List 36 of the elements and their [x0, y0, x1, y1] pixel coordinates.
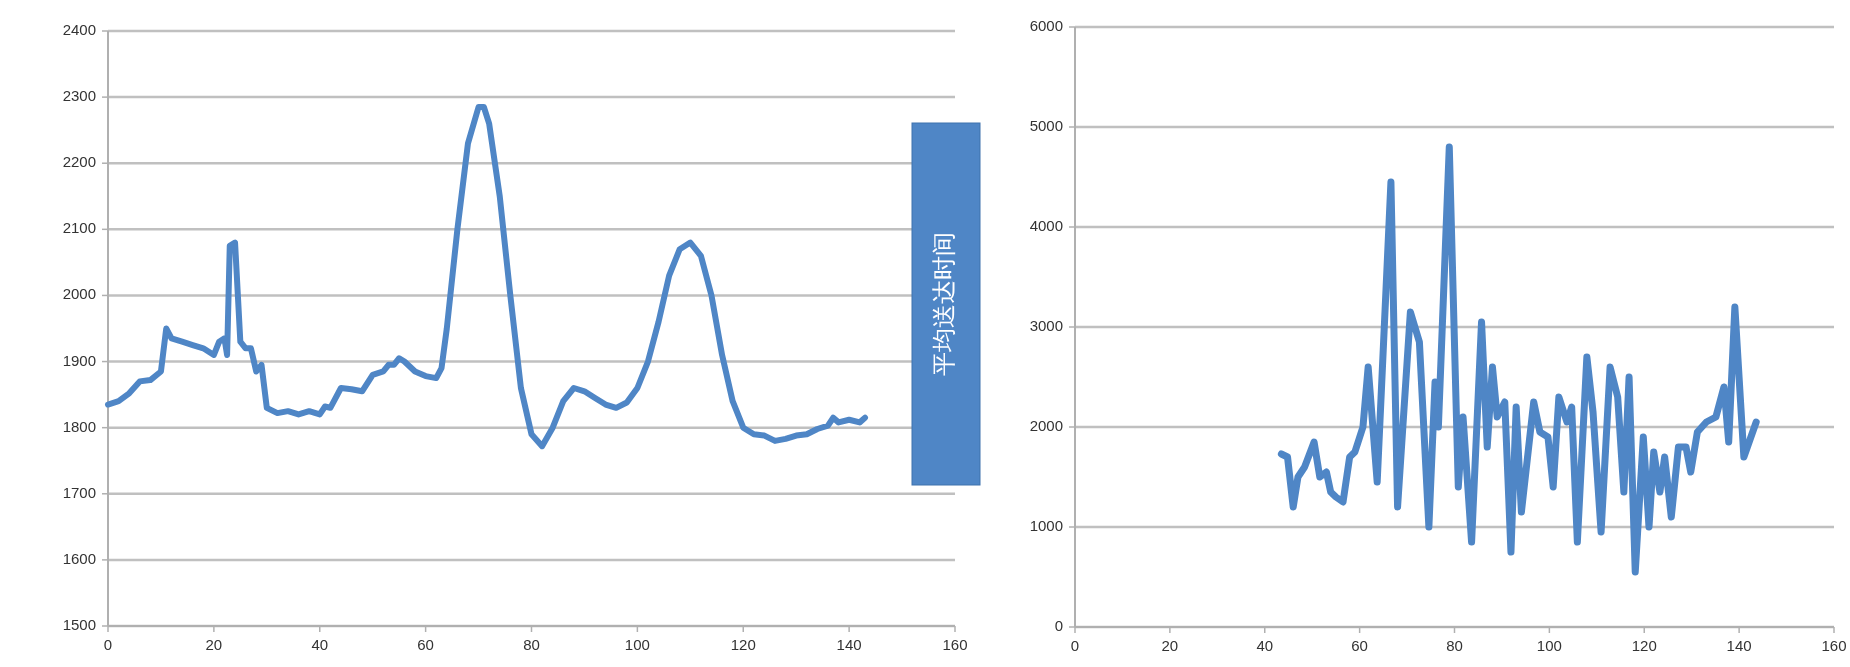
y-tick-label: 2300 [62, 87, 96, 105]
y-tick-label: 2000 [1029, 416, 1063, 434]
x-tick-label: 20 [1161, 637, 1179, 654]
x-tick-label: 120 [1631, 637, 1657, 654]
x-tick-label: 20 [205, 636, 223, 653]
y-tick-label: 0 [1054, 616, 1063, 634]
x-tick-label: 140 [836, 636, 862, 653]
y-tick-label: 1700 [62, 483, 96, 501]
x-tick-label: 40 [1256, 637, 1274, 654]
y-tick-label: 6000 [1029, 16, 1063, 34]
x-tick-label: 40 [311, 636, 329, 653]
x-tick-label: 100 [1536, 637, 1562, 654]
y-tick-label: 1000 [1029, 516, 1063, 534]
x-tick-label: 0 [1070, 637, 1080, 654]
y-tick-label: 1900 [62, 351, 96, 369]
x-tick-label: 80 [523, 636, 540, 653]
x-tick-label: 160 [1821, 637, 1847, 654]
x-tick-label: 100 [624, 636, 650, 653]
x-tick-label: 120 [730, 636, 756, 653]
y-tick-label: 1500 [62, 615, 96, 633]
y-tick-label: 2400 [62, 20, 96, 38]
x-tick-label: 140 [1726, 637, 1752, 654]
x-tick-label: 160 [942, 636, 968, 653]
y-axis-title: 平均送达时间 [930, 232, 958, 376]
x-tick-label: 0 [103, 636, 113, 653]
y-tick-label: 1600 [62, 549, 96, 567]
y-tick-label: 2200 [62, 153, 96, 171]
y-tick-label: 2100 [62, 219, 96, 237]
x-tick-label: 80 [1446, 637, 1463, 654]
x-tick-label: 60 [1351, 637, 1368, 654]
y-tick-label: 1800 [62, 417, 96, 435]
y-tick-label: 4000 [1029, 216, 1063, 234]
y-tick-label: 2000 [62, 285, 96, 303]
y-tick-label: 3000 [1029, 316, 1063, 334]
x-tick-label: 60 [417, 636, 434, 653]
y-tick-label: 5000 [1029, 116, 1063, 134]
